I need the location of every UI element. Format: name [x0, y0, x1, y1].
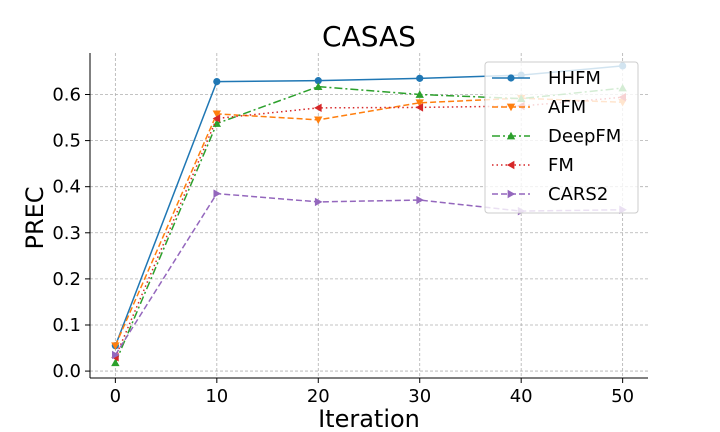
legend-marker	[507, 189, 516, 199]
x-tick-label: 20	[307, 386, 330, 407]
legend-label: DeepFM	[548, 126, 621, 147]
y-axis-label: PREC	[21, 186, 49, 249]
y-tick-label: 0.3	[52, 223, 81, 244]
data-point	[212, 110, 222, 119]
data-point	[415, 99, 424, 107]
x-tick-label: 40	[510, 386, 533, 407]
legend-label: AFM	[548, 97, 586, 118]
legend: HHFM AFM DeepFM FM CARS2	[484, 61, 639, 214]
y-tick-label: 0.1	[52, 315, 81, 336]
data-point	[415, 103, 424, 112]
x-tick-label: 0	[110, 386, 121, 407]
legend-box	[484, 61, 639, 214]
data-point	[416, 74, 424, 82]
x-tick-label: 50	[611, 386, 634, 407]
y-tick-label: 0.5	[52, 131, 81, 152]
y-tick-label: 0.4	[52, 177, 81, 198]
y-ticks: 0.0 0.1 0.2 0.3 0.4 0.5 0.6	[52, 84, 90, 382]
legend-marker	[506, 160, 515, 170]
x-tick-label: 30	[408, 386, 431, 407]
legend-entry: AFM	[492, 97, 586, 118]
data-point	[111, 358, 120, 367]
data-point	[314, 197, 323, 207]
legend-label: FM	[548, 155, 574, 176]
data-point	[314, 82, 323, 91]
legend-marker	[507, 74, 515, 82]
legend-marker	[506, 103, 516, 112]
y-tick-label: 0.2	[52, 269, 81, 290]
series-cars2	[112, 189, 627, 360]
legend-label: CARS2	[548, 184, 608, 205]
axes	[89, 53, 648, 379]
data-point	[415, 90, 424, 98]
legend-label: HHFM	[548, 68, 601, 89]
data-point	[416, 195, 424, 205]
legend-marker	[506, 131, 516, 140]
data-point	[314, 116, 323, 125]
chart-title: CASAS	[322, 20, 416, 53]
data-point	[314, 103, 322, 113]
x-ticks: 0 10 20 30 40 50	[110, 378, 634, 407]
y-tick-label: 0.0	[52, 361, 81, 382]
legend-entry: CARS2	[492, 184, 608, 205]
data-point	[212, 114, 221, 123]
y-tick-label: 0.6	[52, 84, 81, 105]
legend-entry: HHFM	[492, 68, 601, 89]
x-axis-label: Iteration	[318, 405, 420, 432]
data-point	[111, 342, 120, 350]
data-point	[213, 77, 221, 86]
data-point	[213, 189, 222, 198]
data-point	[112, 350, 120, 360]
series-line	[114, 192, 623, 356]
legend-entry: DeepFM	[492, 126, 621, 147]
data-point	[314, 77, 322, 85]
x-tick-label: 10	[205, 386, 228, 407]
legend-entry: FM	[492, 155, 574, 176]
